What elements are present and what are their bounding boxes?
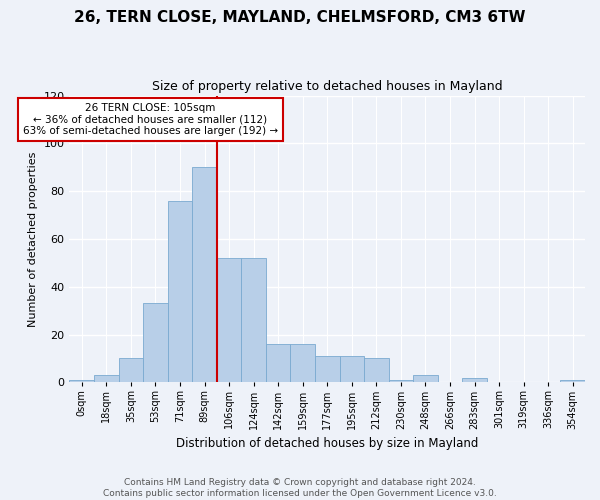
Bar: [340, 356, 364, 382]
Bar: [290, 344, 315, 383]
Bar: [119, 358, 143, 382]
Bar: [266, 344, 290, 383]
Bar: [143, 304, 167, 382]
Text: 26, TERN CLOSE, MAYLAND, CHELMSFORD, CM3 6TW: 26, TERN CLOSE, MAYLAND, CHELMSFORD, CM3…: [74, 10, 526, 25]
Bar: [315, 356, 340, 382]
X-axis label: Distribution of detached houses by size in Mayland: Distribution of detached houses by size …: [176, 437, 478, 450]
Bar: [241, 258, 266, 382]
Bar: [167, 200, 192, 382]
Bar: [192, 168, 217, 382]
Text: Contains HM Land Registry data © Crown copyright and database right 2024.
Contai: Contains HM Land Registry data © Crown c…: [103, 478, 497, 498]
Title: Size of property relative to detached houses in Mayland: Size of property relative to detached ho…: [152, 80, 503, 93]
Bar: [560, 380, 585, 382]
Y-axis label: Number of detached properties: Number of detached properties: [28, 152, 38, 326]
Bar: [389, 380, 413, 382]
Bar: [364, 358, 389, 382]
Bar: [70, 380, 94, 382]
Bar: [94, 375, 119, 382]
Bar: [462, 378, 487, 382]
Bar: [413, 375, 438, 382]
Text: 26 TERN CLOSE: 105sqm
← 36% of detached houses are smaller (112)
63% of semi-det: 26 TERN CLOSE: 105sqm ← 36% of detached …: [23, 102, 278, 136]
Bar: [217, 258, 241, 382]
